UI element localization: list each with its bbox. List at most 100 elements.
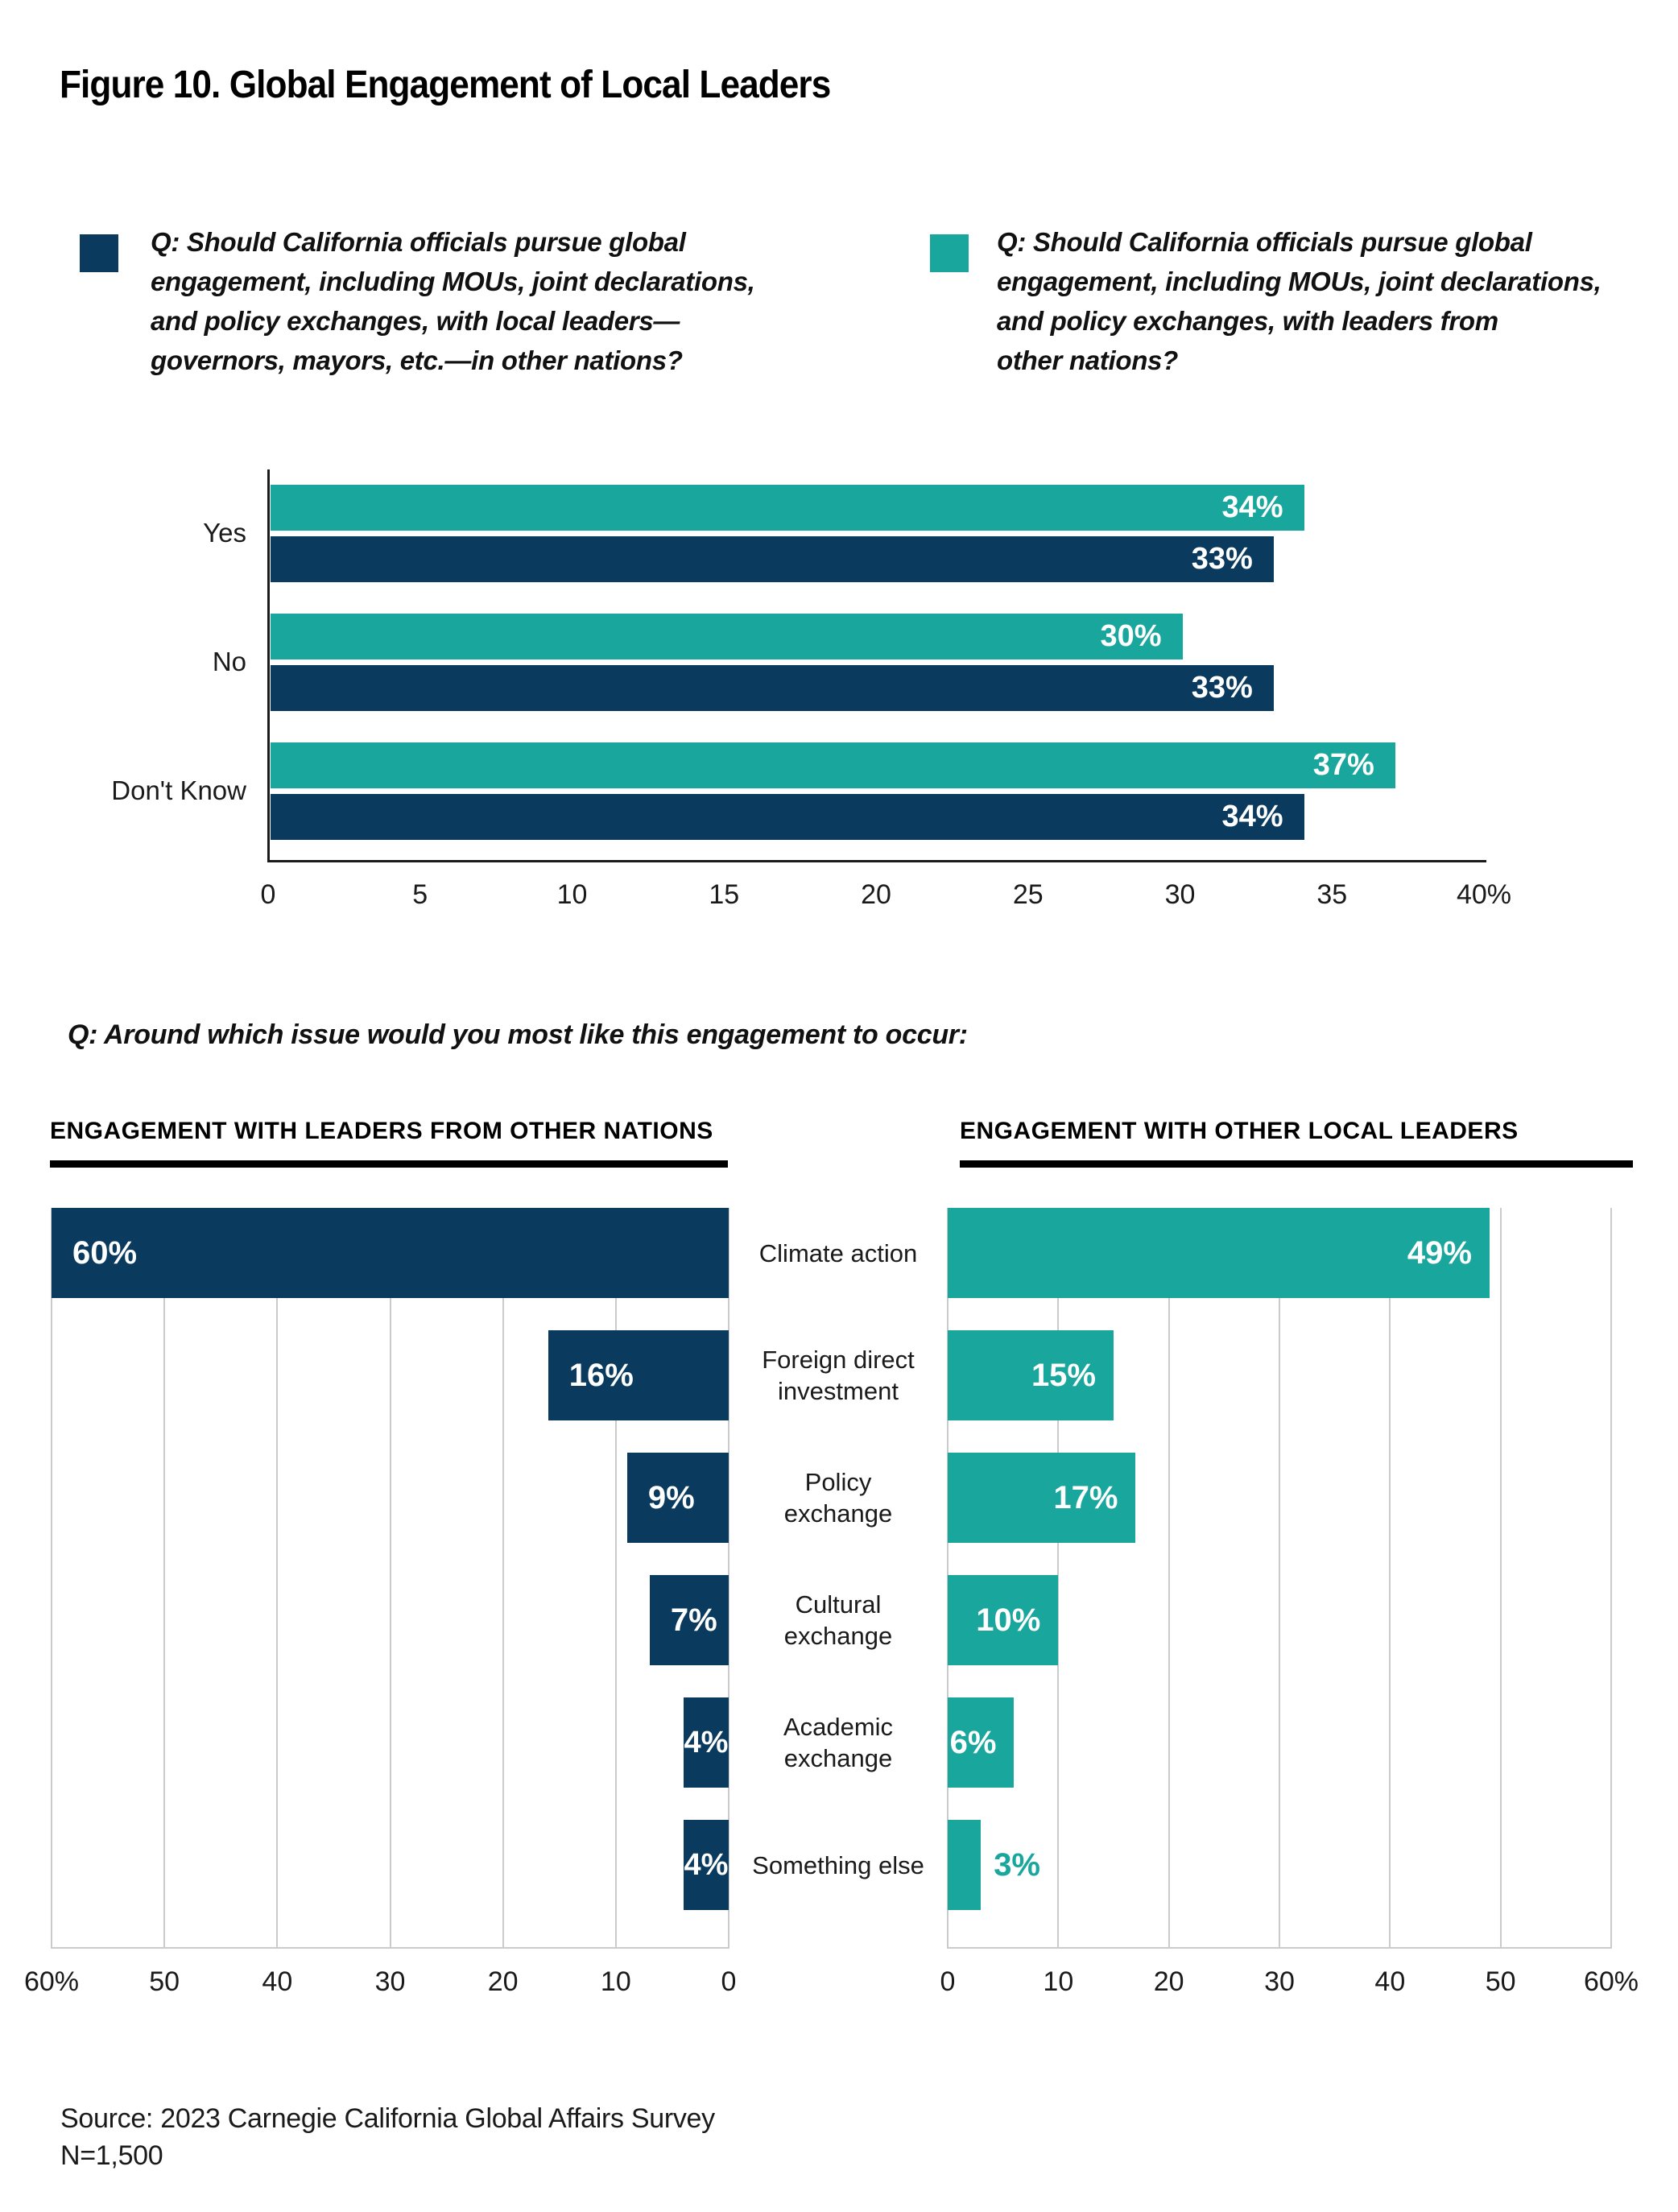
issue-category-label: Something else [729,1830,948,1900]
bar-navy-issue-2 [626,1453,729,1543]
gridline-left [614,1208,617,1949]
section-header-left-rule [50,1160,728,1168]
x-axis-tick-label: 20 [487,1966,519,1997]
gridline-left [51,1208,52,1949]
legend-question-navy: Q: Should California officials pursue gl… [151,222,755,380]
section-header-left: ENGAGEMENT WITH LEADERS FROM OTHER NATIO… [50,1118,713,1144]
x-axis-tick-label: 10 [556,879,588,910]
bar-value-label: 34% [1221,800,1283,833]
question-2: Q: Around which issue would you most lik… [68,1019,968,1050]
gridline-left [163,1208,166,1949]
top-chart-y-axis [267,469,270,862]
y-category-label: Yes [203,518,246,548]
bar-value-label: 16% [568,1358,634,1393]
bar-navy-issue-3 [649,1575,729,1665]
issue-category-label: Cultural exchange [729,1585,948,1656]
gridline-left [389,1208,391,1949]
bar-value-label: 7% [670,1602,717,1638]
gridline-right [1389,1208,1391,1949]
issue-category-line: exchange [783,1622,893,1650]
legend-line: and policy exchanges, with local leaders… [151,306,680,336]
section-header-right-rule [960,1160,1633,1168]
bar-teal-issue-5 [948,1820,982,1910]
bar-navy-1 [271,665,1274,711]
figure-title: Figure 10. Global Engagement of Local Le… [60,64,831,106]
bar-navy-0 [271,536,1274,582]
x-axis-tick-label: 15 [709,879,740,910]
bar-value-label: 34% [1221,490,1283,524]
bar-navy-issue-5 [683,1820,729,1910]
bar-navy-issue-0 [52,1208,729,1298]
bar-value-label: 15% [1031,1358,1096,1393]
bar-teal-issue-3 [948,1575,1059,1665]
x-axis-tick-label: 30 [1264,1966,1295,1997]
y-category-label: Don't Know [111,775,246,805]
x-axis-tick-label: 60% [23,1966,80,1997]
bar-teal-1 [271,614,1183,659]
x-axis-tick-label: 50 [1485,1966,1516,1997]
issue-category-label: Climate action [729,1218,948,1288]
x-axis-tick-label: 40 [1374,1966,1406,1997]
x-axis-tick-label: 0 [260,879,276,910]
x-axis-tick-label: 40% [1456,879,1512,910]
x-axis-tick-label: 35 [1316,879,1348,910]
x-axis-tick-label: 40 [262,1966,293,1997]
baseline-left [52,1947,729,1949]
bar-value-label-outside: 3% [994,1847,1040,1883]
baseline-right [948,1947,1611,1949]
bar-value-label: 33% [1191,542,1253,576]
legend-line: Q: Should California officials pursue gl… [151,227,686,257]
gridline-left [502,1208,504,1949]
bar-teal-issue-2 [948,1453,1136,1543]
gridline-right [1057,1208,1060,1949]
bar-teal-0 [271,485,1304,531]
source-line-2: N=1,500 [60,2140,163,2171]
x-axis-tick-label: 60% [1583,1966,1639,1997]
source-line-1: Source: 2023 Carnegie California Global … [60,2103,715,2134]
legend-question-teal: Q: Should California officials pursue gl… [997,222,1602,380]
legend-line: governors, mayors, etc.—in other nations… [151,345,683,375]
x-axis-tick-label: 30 [374,1966,406,1997]
gridline-right [1279,1208,1280,1949]
bar-value-label: 33% [1191,671,1253,705]
issue-category-line: Academic [783,1713,894,1741]
bar-teal-issue-0 [948,1208,1490,1298]
legend-line: engagement, including MOUs, joint declar… [997,267,1602,296]
legend-swatch-navy [80,234,118,272]
bar-value-label: 9% [647,1480,695,1515]
gridline-left [276,1208,279,1949]
bar-value-label: 30% [1100,619,1162,653]
x-axis-tick-label: 0 [721,1966,737,1997]
legend-line: and policy exchanges, with leaders from [997,306,1498,336]
gridline-right [1499,1208,1502,1949]
issue-category-line: Foreign direct [762,1346,915,1374]
x-axis-tick-label: 50 [149,1966,180,1997]
bar-teal-issue-4 [948,1697,1015,1788]
bar-value-label: 49% [1407,1235,1472,1271]
bar-value-label: 17% [1053,1480,1118,1515]
bar-value-label: 4% [684,1726,729,1759]
x-axis-tick-label: 10 [1043,1966,1074,1997]
bar-navy-issue-4 [683,1697,729,1788]
issue-category-label: Foreign direct investment [729,1340,948,1411]
gridline-right [1610,1208,1612,1949]
issue-category-line: exchange [783,1499,893,1528]
x-axis-tick-label: 0 [940,1966,956,1997]
bar-navy-2 [271,794,1304,840]
gridline-left [728,1208,729,1949]
bar-teal-issue-1 [948,1330,1114,1420]
issue-category-line: investment [778,1377,899,1405]
x-axis-tick-label: 5 [412,879,428,910]
issue-category-line: Climate action [758,1238,918,1267]
top-chart-x-axis [267,860,1486,862]
bar-value-label: 4% [684,1848,729,1882]
x-axis-tick-label: 25 [1012,879,1044,910]
legend-line: engagement, including MOUs, joint declar… [151,267,755,296]
issue-category-label: Policy exchange [729,1462,948,1533]
bar-value-label: 10% [976,1602,1041,1638]
bar-navy-issue-1 [548,1330,729,1420]
bar-value-label: 60% [72,1235,138,1271]
y-category-label: No [212,647,246,676]
x-axis-tick-label: 20 [1153,1966,1184,1997]
